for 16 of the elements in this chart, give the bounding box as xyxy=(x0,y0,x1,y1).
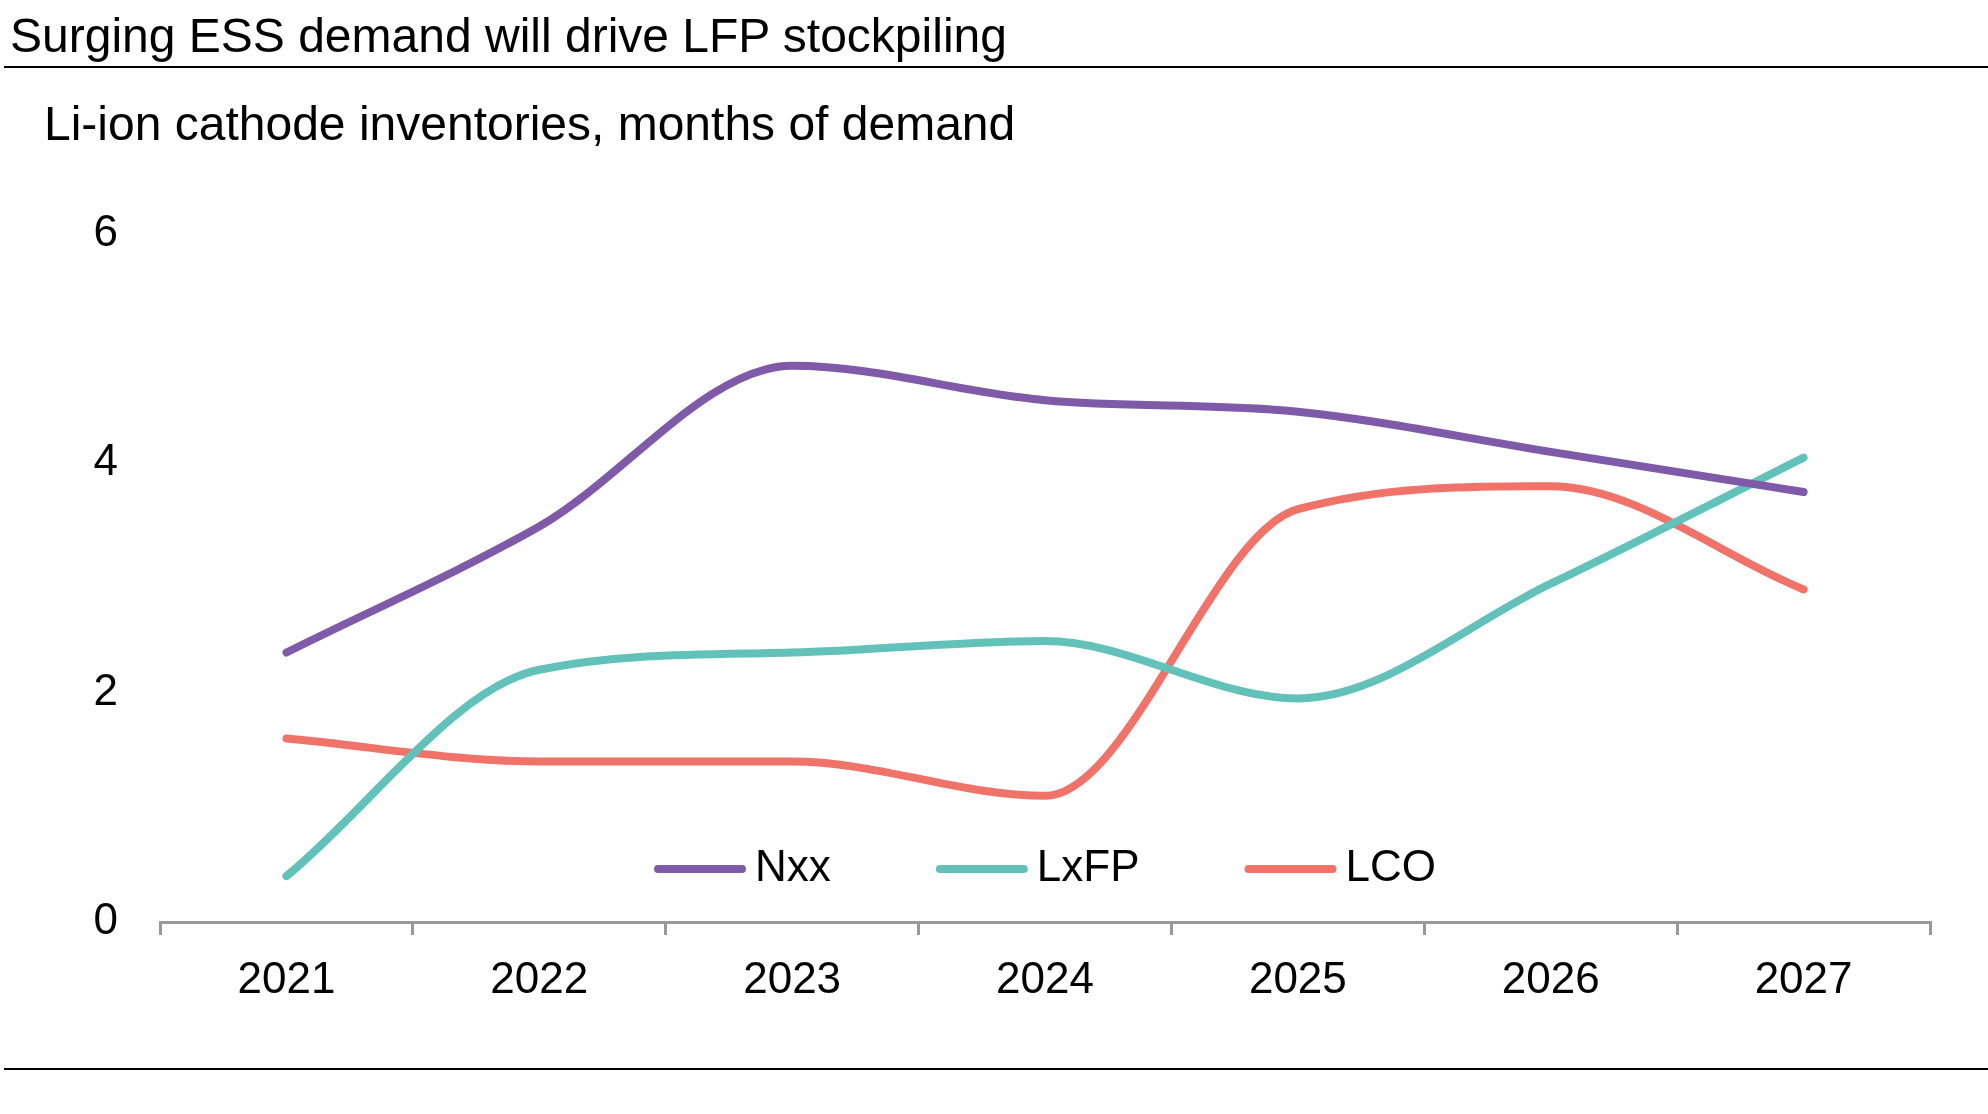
y-tick-label: 4 xyxy=(93,435,118,485)
legend-label: Nxx xyxy=(755,841,831,891)
chart-subtitle: Li-ion cathode inventories, months of demand xyxy=(44,96,1016,152)
x-tick-label: 2022 xyxy=(490,952,589,1002)
x-tick-label: 2021 xyxy=(237,952,336,1002)
x-tick-label: 2023 xyxy=(743,952,842,1002)
y-tick-label: 2 xyxy=(93,664,118,714)
y-tick-label: 0 xyxy=(93,894,118,944)
legend-label: LCO xyxy=(1345,841,1436,891)
y-tick-label: 6 xyxy=(93,206,118,256)
x-tick-label: 2025 xyxy=(1248,952,1347,1002)
x-tick-label: 2024 xyxy=(996,952,1094,1002)
legend-label: LxFP xyxy=(1036,841,1140,891)
x-tick-label: 2027 xyxy=(1754,952,1853,1002)
x-tick-label: 2026 xyxy=(1501,952,1600,1002)
chart-title: Surging ESS demand will drive LFP stockpiling xyxy=(10,8,1007,64)
